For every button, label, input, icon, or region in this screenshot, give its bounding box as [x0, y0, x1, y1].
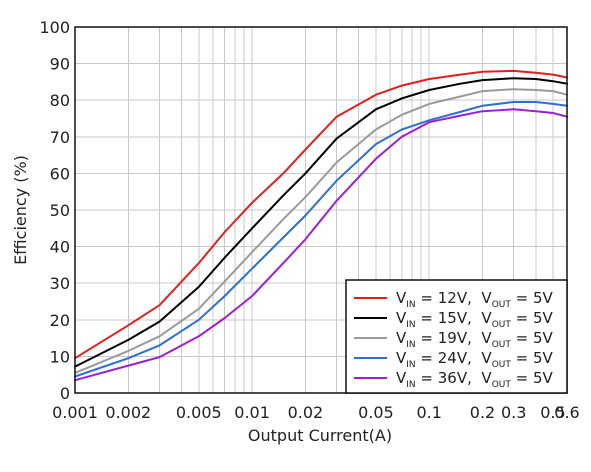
x-tick-label: 0.002 — [105, 403, 151, 422]
legend-item: VIN = 36V, VOUT = 5V — [354, 369, 554, 390]
x-axis-label: Output Current(A) — [248, 426, 392, 445]
series-lines — [74, 69, 568, 382]
plot-area-border — [74, 26, 568, 394]
series-line — [74, 69, 568, 360]
legend-item: VIN = 19V, VOUT = 5V — [354, 329, 554, 350]
y-axis-label: Efficiency (%) — [11, 155, 30, 265]
series-line — [74, 101, 568, 378]
y-tick-labels: 0 10 20 30 40 50 60 70 80 90 100 — [39, 18, 70, 403]
x-tick-label: 0.1 — [416, 403, 441, 422]
y-tick-label: 30 — [50, 274, 70, 293]
x-tick-label: 0.001 — [52, 403, 98, 422]
y-tick-label: 50 — [50, 201, 70, 220]
x-tick-label: 0.6 — [554, 403, 579, 422]
legend-label: VIN = 24V, VOUT = 5V — [396, 349, 554, 370]
series-line — [74, 77, 568, 368]
x-tick-label: 0.01 — [234, 403, 270, 422]
x-tick-label: 0.5 — [540, 403, 565, 422]
legend-item: VIN = 12V, VOUT = 5V — [354, 289, 554, 310]
legend-item: VIN = 15V, VOUT = 5V — [354, 309, 554, 330]
legend-label: VIN = 12V, VOUT = 5V — [396, 289, 554, 310]
x-tick-label: 0.005 — [176, 403, 222, 422]
x-tick-label: 0.05 — [358, 403, 394, 422]
legend-label: VIN = 36V, VOUT = 5V — [396, 369, 554, 390]
y-tick-label: 20 — [50, 311, 70, 330]
y-tick-label: 100 — [39, 18, 70, 37]
y-tick-label: 60 — [50, 164, 70, 183]
y-tick-label: 0 — [60, 384, 70, 403]
y-tick-label: 70 — [50, 128, 70, 147]
x-tick-label: 0.3 — [501, 403, 526, 422]
legend-item: VIN = 24V, VOUT = 5V — [354, 349, 554, 370]
y-tick-label: 80 — [50, 91, 70, 110]
legend-label: VIN = 15V, VOUT = 5V — [396, 309, 554, 330]
y-tick-label: 40 — [50, 238, 70, 257]
y-tick-label: 10 — [50, 347, 70, 366]
y-tick-label: 90 — [50, 55, 70, 74]
x-tick-labels: 0.001 0.002 0.005 0.01 0.02 0.05 0.1 0.2 0.3 0.50… — [52, 403, 580, 422]
series-line — [74, 88, 568, 374]
legend-label: VIN = 19V, VOUT = 5V — [396, 329, 554, 350]
x-tick-label: 0.2 — [470, 403, 495, 422]
x-tick-label: 0.02 — [288, 403, 324, 422]
series-line — [74, 108, 568, 382]
